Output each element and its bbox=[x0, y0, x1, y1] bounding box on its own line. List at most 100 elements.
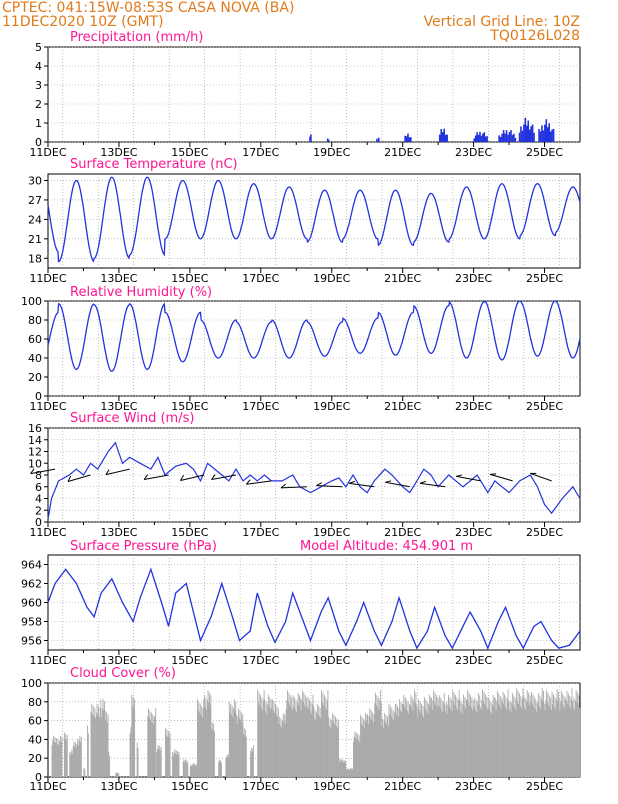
wind-barb-feather bbox=[316, 483, 321, 486]
press-ytick-label: 960 bbox=[21, 597, 42, 610]
cloud-xtick-label: 23DEC bbox=[455, 780, 492, 793]
wind-xtick-label: 19DEC bbox=[313, 526, 350, 539]
wind-title: Surface Wind (m/s) bbox=[70, 411, 194, 426]
cloud-bar bbox=[83, 768, 84, 777]
precip-bar bbox=[440, 129, 442, 142]
precip-bar bbox=[481, 136, 483, 142]
temp-frame bbox=[48, 174, 580, 268]
wind-ytick-label: 12 bbox=[28, 446, 42, 459]
cloud-xtick-label: 11DEC bbox=[29, 780, 66, 793]
precip-title: Precipitation (mm/h) bbox=[70, 30, 203, 45]
precip-bar bbox=[540, 131, 542, 142]
temp-ytick-label: 27 bbox=[28, 194, 42, 207]
precip-bar bbox=[522, 131, 524, 142]
cloud-xtick-label: 17DEC bbox=[242, 780, 279, 793]
precip-bar bbox=[475, 136, 477, 142]
cloud-bar bbox=[81, 737, 82, 777]
precip-bar bbox=[439, 135, 441, 142]
cloud-bar bbox=[161, 747, 162, 777]
precip-bar bbox=[510, 130, 512, 142]
precip-bar bbox=[512, 135, 514, 142]
precip-bar bbox=[442, 132, 444, 142]
precip-bar bbox=[445, 135, 447, 142]
precip-bar bbox=[527, 121, 529, 142]
precip-bar bbox=[409, 137, 411, 142]
temp-ytick-label: 30 bbox=[28, 174, 42, 187]
rh-line bbox=[48, 301, 580, 371]
cloud-bar bbox=[134, 699, 135, 777]
precip-bar bbox=[476, 132, 478, 142]
precip-frame bbox=[48, 47, 580, 142]
cloud-bar bbox=[130, 727, 131, 777]
rh-ytick-label: 80 bbox=[28, 314, 42, 327]
rh-xtick-label: 11DEC bbox=[29, 400, 66, 413]
precip-ytick-label: 1 bbox=[35, 117, 42, 130]
precip-bar bbox=[506, 130, 508, 142]
wind-barb bbox=[106, 469, 130, 474]
press-ytick-label: 958 bbox=[21, 616, 42, 629]
rh-xtick-label: 19DEC bbox=[313, 400, 350, 413]
precip-bar bbox=[520, 126, 522, 142]
wind-barb bbox=[212, 475, 236, 479]
pressure-line bbox=[48, 569, 580, 648]
temp-xtick-label: 25DEC bbox=[526, 272, 563, 285]
press-xtick-label: 15DEC bbox=[171, 654, 208, 667]
cloud-bar bbox=[87, 725, 88, 777]
precip-bar bbox=[474, 138, 476, 142]
wind-speed-line bbox=[48, 443, 580, 519]
precip-bar bbox=[378, 138, 380, 142]
press-xtick-label: 25DEC bbox=[526, 654, 563, 667]
rh-ytick-label: 20 bbox=[28, 371, 42, 384]
cloud-title: Cloud Cover (%) bbox=[70, 666, 176, 681]
temp-title: Surface Temperature (nC) bbox=[70, 157, 238, 172]
temp-xtick-label: 23DEC bbox=[455, 272, 492, 285]
precip-bar bbox=[500, 137, 502, 142]
wind-ytick-label: 2 bbox=[35, 504, 42, 517]
wind-barb bbox=[385, 482, 409, 486]
wind-xtick-label: 15DEC bbox=[171, 526, 208, 539]
cloud-bar bbox=[88, 733, 89, 777]
precip-bar bbox=[547, 127, 549, 142]
precip-bar bbox=[410, 137, 412, 142]
precip-bar bbox=[482, 134, 484, 142]
press-xtick-label: 23DEC bbox=[455, 654, 492, 667]
precip-bar bbox=[376, 139, 378, 142]
precip-bar bbox=[443, 129, 445, 142]
cloud-xtick-label: 15DEC bbox=[171, 780, 208, 793]
cloud-bar bbox=[155, 708, 156, 777]
precip-bar bbox=[538, 129, 540, 142]
precip-bar bbox=[529, 129, 531, 142]
press-xtick-label: 17DEC bbox=[242, 654, 279, 667]
cloud-bar bbox=[214, 732, 215, 777]
wind-barb bbox=[490, 474, 513, 481]
temp-ytick-label: 18 bbox=[28, 252, 42, 265]
rh-xtick-label: 25DEC bbox=[526, 400, 563, 413]
cloud-ytick-label: 80 bbox=[28, 696, 42, 709]
rh-ytick-label: 40 bbox=[28, 352, 42, 365]
cloud-bar bbox=[84, 769, 85, 777]
wind-ytick-label: 16 bbox=[28, 422, 42, 435]
press-title: Surface Pressure (hPa) bbox=[70, 539, 217, 554]
precip-xtick-label: 19DEC bbox=[313, 146, 350, 159]
precip-bar bbox=[404, 136, 406, 142]
cloud-bar bbox=[138, 748, 139, 777]
wind-barb-feather bbox=[349, 481, 355, 483]
precip-bar bbox=[530, 126, 532, 142]
wind-frame bbox=[48, 428, 580, 522]
cloud-bar bbox=[67, 735, 68, 777]
cloud-bar bbox=[61, 737, 62, 777]
precip-ytick-label: 5 bbox=[35, 41, 42, 54]
temp-xtick-label: 17DEC bbox=[242, 272, 279, 285]
temp-xtick-label: 15DEC bbox=[171, 272, 208, 285]
wind-barb bbox=[246, 481, 271, 484]
wind-ytick-label: 10 bbox=[28, 457, 42, 470]
temp-xtick-label: 11DEC bbox=[29, 272, 66, 285]
press-frame bbox=[48, 555, 580, 650]
press-annotation: Model Altitude: 454.901 m bbox=[300, 539, 473, 554]
wind-xtick-label: 13DEC bbox=[100, 526, 137, 539]
